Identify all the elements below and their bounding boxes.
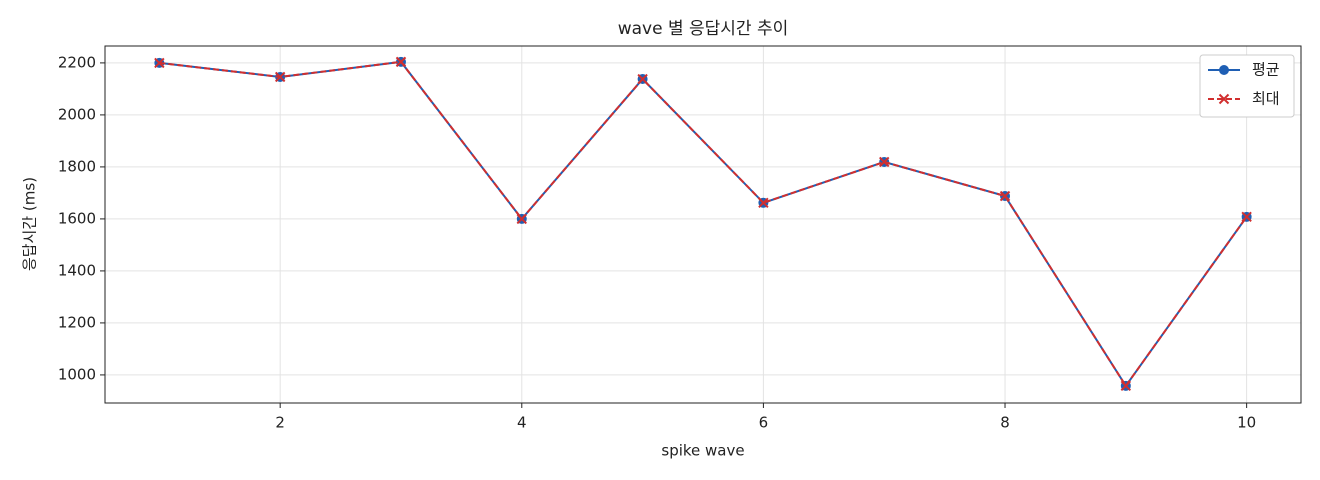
marker [395, 56, 407, 68]
marker [516, 213, 527, 225]
x-axis-label: spike wave [661, 442, 744, 460]
x-tick-label: 4 [517, 414, 527, 432]
y-tick-label: 1800 [58, 157, 96, 175]
chart-title: wave 별 응답시간 추이 [618, 19, 789, 39]
x-tick-label: 8 [1000, 414, 1010, 432]
legend-box [1199, 54, 1295, 118]
marker [1219, 65, 1229, 75]
y-tick-label: 1200 [58, 313, 96, 331]
y-axis-label: 응답시간 (ms) [21, 177, 39, 271]
y-tick-label: 1400 [58, 261, 96, 279]
marker [758, 197, 769, 208]
marker [274, 71, 286, 83]
legend-label: 최대 [1252, 90, 1280, 108]
legend-label: 평균 [1252, 61, 1280, 79]
marker [1241, 211, 1252, 223]
marker [154, 57, 165, 69]
y-tick-label: 2200 [58, 53, 96, 71]
plot-frame [104, 45, 1302, 404]
marker [637, 73, 648, 85]
x-tick-label: 10 [1237, 414, 1256, 432]
y-tick-label: 1000 [58, 365, 96, 383]
marker [1218, 93, 1230, 105]
y-tick-label: 2000 [58, 105, 96, 123]
y-tick-label: 1600 [58, 209, 96, 227]
series-line [159, 60, 1248, 388]
marker [1120, 380, 1132, 392]
marker [879, 156, 890, 168]
x-tick-label: 6 [759, 414, 769, 432]
series-line [159, 60, 1248, 388]
marker [999, 190, 1011, 202]
x-tick-label: 2 [275, 414, 285, 432]
